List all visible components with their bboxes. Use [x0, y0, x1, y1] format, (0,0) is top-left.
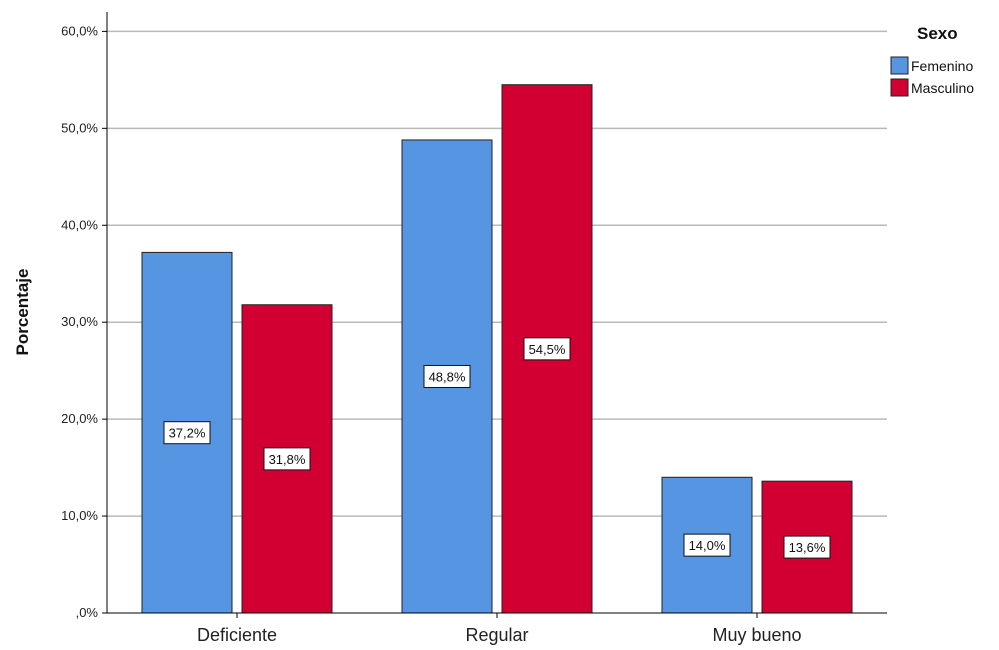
x-category-label: Deficiente	[197, 625, 277, 645]
y-tick-label: 50,0%	[61, 120, 98, 135]
data-labels: 37,2% 31,8% 48,8% 54,5% 14,0% 13,6%	[163, 337, 831, 559]
legend-label: Masculino	[911, 80, 974, 96]
y-tick-label: 30,0%	[61, 314, 98, 329]
data-label: 14,0%	[689, 538, 726, 553]
legend: Sexo Femenino Masculino	[890, 24, 974, 97]
legend-title: Sexo	[917, 24, 958, 43]
data-label: 13,6%	[789, 540, 826, 555]
data-label-box	[163, 421, 211, 445]
y-tick-label: 20,0%	[61, 411, 98, 426]
data-label: 48,8%	[429, 369, 466, 384]
legend-label: Femenino	[911, 58, 973, 74]
data-label: 31,8%	[269, 452, 306, 467]
data-label-box	[423, 364, 471, 388]
bars	[141, 84, 853, 614]
y-axis-ticks: ,0% 10,0% 20,0% 30,0% 40,0% 50,0% 60,0%	[61, 23, 107, 620]
data-label-box	[263, 447, 311, 471]
x-category-label: Regular	[465, 625, 528, 645]
y-tick-label: 60,0%	[61, 23, 98, 38]
data-label: 37,2%	[169, 426, 206, 441]
data-label-box	[683, 533, 731, 557]
y-tick-label: 40,0%	[61, 217, 98, 232]
y-axis-title: Porcentaje	[13, 269, 32, 356]
x-category-label: Muy bueno	[712, 625, 801, 645]
data-label: 54,5%	[529, 342, 566, 357]
y-tick-label: ,0%	[76, 605, 99, 620]
data-label-box	[523, 337, 571, 361]
y-tick-label: 10,0%	[61, 508, 98, 523]
data-label-box	[783, 535, 831, 559]
x-axis-categories: Deficiente Regular Muy bueno	[197, 613, 802, 645]
gridlines	[107, 30, 887, 517]
legend-swatch	[890, 78, 909, 97]
legend-swatch	[890, 56, 909, 75]
